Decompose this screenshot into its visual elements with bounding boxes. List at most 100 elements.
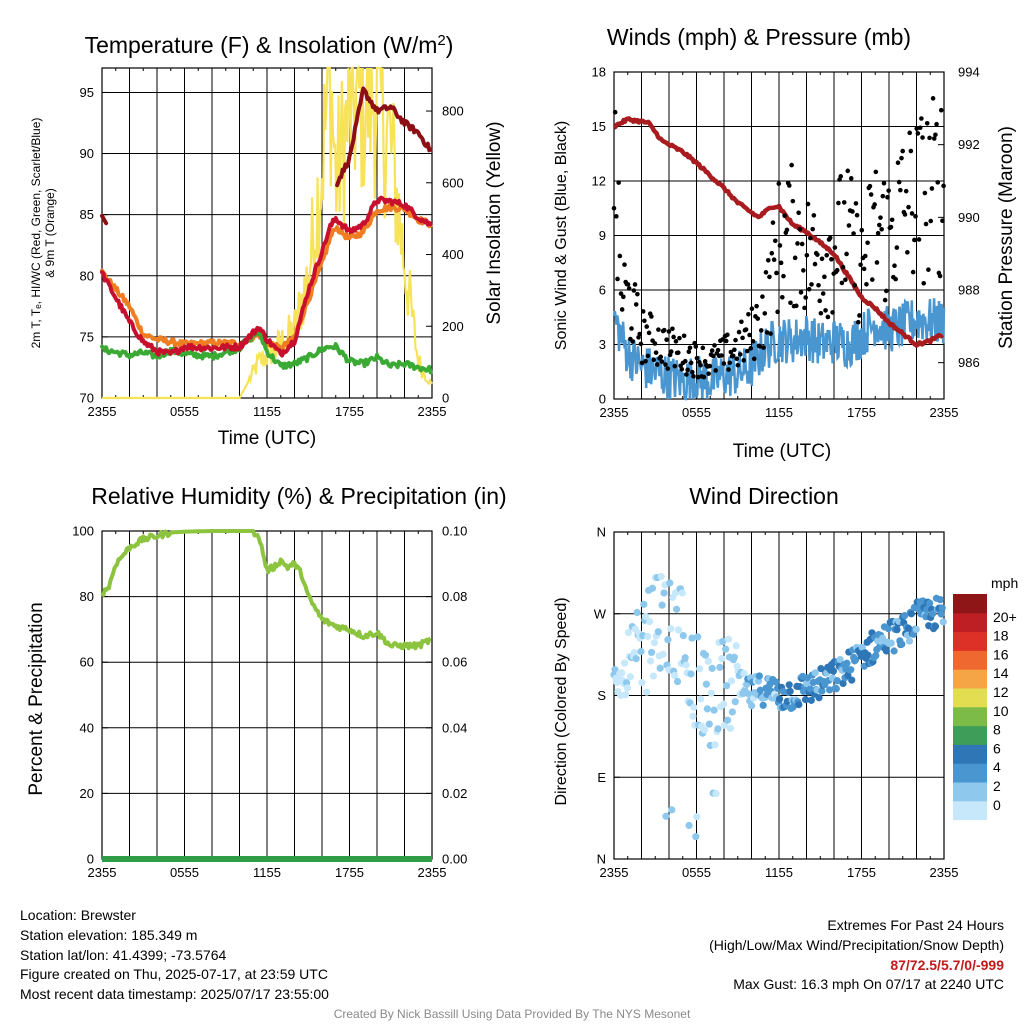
direction-point — [884, 625, 892, 633]
direction-point — [632, 655, 640, 663]
direction-point — [701, 651, 710, 659]
gust-point — [622, 262, 627, 267]
direction-point — [786, 687, 794, 695]
precip-ytick-label: 0.08 — [442, 589, 467, 604]
gust-point — [855, 319, 861, 325]
gust-point — [902, 212, 908, 217]
temp-rtick-label: 600 — [442, 175, 464, 190]
gust-point — [865, 240, 870, 246]
direction-point — [936, 596, 944, 604]
gust-point — [631, 288, 637, 293]
gust-point — [877, 222, 882, 228]
direction-point — [640, 600, 648, 608]
legend-swatch — [953, 612, 987, 633]
direction-point — [705, 720, 713, 728]
station-elevation: Station elevation: 185.349 m — [20, 926, 198, 943]
direction-point — [818, 687, 826, 695]
gust-point — [933, 132, 938, 138]
gust-point — [772, 238, 778, 244]
gust-point — [829, 256, 834, 262]
gust-point — [907, 130, 912, 136]
gust-point — [820, 291, 826, 296]
direction-point — [722, 645, 730, 653]
direction-point — [656, 664, 664, 672]
gust-point — [656, 327, 661, 332]
precip-ytick-label: 0.02 — [442, 786, 467, 801]
gust-point — [681, 333, 687, 339]
gust-point — [770, 220, 776, 225]
direction-point — [682, 661, 690, 669]
gust-point — [735, 362, 741, 368]
direction-point — [637, 648, 645, 656]
direction-point — [939, 618, 947, 626]
legend-label: 8 — [993, 722, 1001, 738]
gust-point — [782, 213, 787, 219]
direction-point — [832, 685, 840, 693]
gust-point — [794, 303, 799, 309]
direction-point — [718, 654, 726, 663]
gust-point — [802, 305, 807, 311]
direction-point — [732, 642, 740, 650]
direction-point — [848, 676, 856, 684]
recent-timestamp: Most recent data timestamp: 2025/07/17 2… — [20, 986, 329, 1003]
gust-point — [726, 367, 731, 372]
gust-point — [836, 200, 841, 206]
gust-point — [815, 252, 820, 257]
direction-point — [898, 640, 906, 648]
gust-point — [830, 310, 835, 315]
extremes-heading: Extremes For Past 24 Hours — [827, 917, 1004, 933]
rh-xtick-label: 1155 — [253, 865, 281, 880]
gust-point — [611, 205, 617, 211]
gust-point — [854, 212, 860, 218]
gust-point — [762, 311, 768, 316]
gust-point — [853, 201, 859, 206]
gust-point — [679, 366, 685, 372]
gust-point — [706, 371, 711, 376]
direction-point — [843, 659, 851, 667]
relative-humidity-line — [100, 529, 432, 651]
station-location: Location: Brewster — [20, 907, 136, 923]
gust-point — [664, 337, 669, 343]
gust-point — [795, 241, 800, 246]
gust-point — [804, 252, 810, 258]
direction-point — [618, 669, 626, 677]
gust-point — [929, 186, 935, 191]
temp-rtick-label: 400 — [442, 247, 464, 262]
gust-point — [895, 160, 901, 166]
direction-point — [671, 671, 679, 680]
gust-point — [727, 360, 733, 366]
direction-point — [723, 716, 732, 724]
direction-point — [673, 677, 682, 686]
rh-xtick-label: 0555 — [170, 865, 199, 880]
direction-point — [659, 650, 667, 658]
direction-point — [759, 701, 767, 709]
direction-point — [815, 694, 823, 702]
pressure-tick-label: 988 — [958, 283, 980, 298]
rh-xtick-label: 2355 — [418, 865, 447, 880]
gust-point — [652, 341, 658, 346]
gust-point — [755, 316, 761, 321]
direction-point — [872, 651, 880, 660]
gust-point — [930, 96, 936, 101]
gust-point — [715, 347, 721, 353]
gust-point — [651, 357, 657, 363]
dir-ytick-label: N — [597, 852, 606, 867]
gust-point — [723, 338, 729, 344]
legend-label: 16 — [993, 646, 1009, 662]
gust-point — [690, 369, 695, 375]
gust-point — [734, 356, 740, 362]
gust-point — [851, 231, 856, 236]
direction-point — [833, 677, 841, 685]
gust-point — [707, 363, 713, 369]
temp-ylabel-line1: 2m T, Tₑ, HI/WC (Red, Green, Scarlet/Blu… — [29, 118, 43, 349]
gust-point — [908, 148, 914, 154]
gust-point — [695, 374, 701, 380]
direction-point — [679, 631, 687, 640]
direction-point — [851, 656, 860, 664]
gust-point — [659, 359, 665, 364]
station-pressure-line — [612, 116, 945, 348]
gust-point — [767, 274, 772, 280]
gust-point — [653, 350, 659, 355]
green-temp-line — [100, 326, 433, 375]
gust-point — [874, 260, 880, 265]
